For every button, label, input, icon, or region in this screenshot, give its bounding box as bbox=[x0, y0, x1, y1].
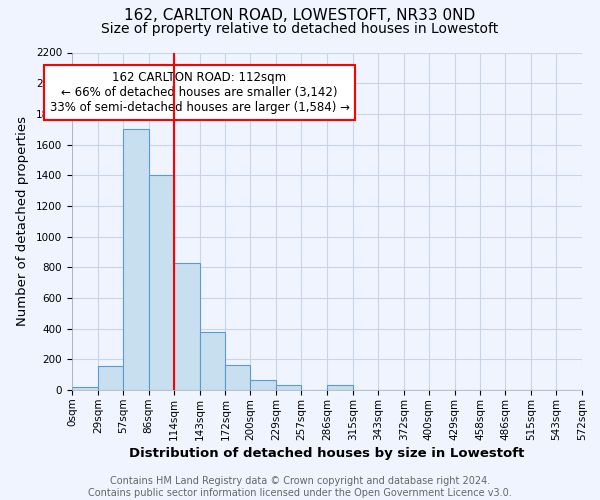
Bar bbox=[72, 387, 98, 390]
Text: Contains HM Land Registry data © Crown copyright and database right 2024.
Contai: Contains HM Land Registry data © Crown c… bbox=[88, 476, 512, 498]
Text: 162 CARLTON ROAD: 112sqm
← 66% of detached houses are smaller (3,142)
33% of sem: 162 CARLTON ROAD: 112sqm ← 66% of detach… bbox=[49, 71, 349, 114]
Bar bbox=[98, 366, 123, 390]
Bar bbox=[327, 386, 353, 390]
Bar bbox=[276, 386, 301, 390]
Text: 162, CARLTON ROAD, LOWESTOFT, NR33 0ND: 162, CARLTON ROAD, LOWESTOFT, NR33 0ND bbox=[124, 8, 476, 22]
Bar bbox=[149, 175, 173, 390]
Bar bbox=[250, 380, 276, 390]
Y-axis label: Number of detached properties: Number of detached properties bbox=[16, 116, 29, 326]
X-axis label: Distribution of detached houses by size in Lowestoft: Distribution of detached houses by size … bbox=[130, 446, 524, 460]
Bar bbox=[123, 129, 149, 390]
Bar bbox=[226, 364, 250, 390]
Bar bbox=[199, 332, 226, 390]
Bar bbox=[173, 262, 199, 390]
Text: Size of property relative to detached houses in Lowestoft: Size of property relative to detached ho… bbox=[101, 22, 499, 36]
